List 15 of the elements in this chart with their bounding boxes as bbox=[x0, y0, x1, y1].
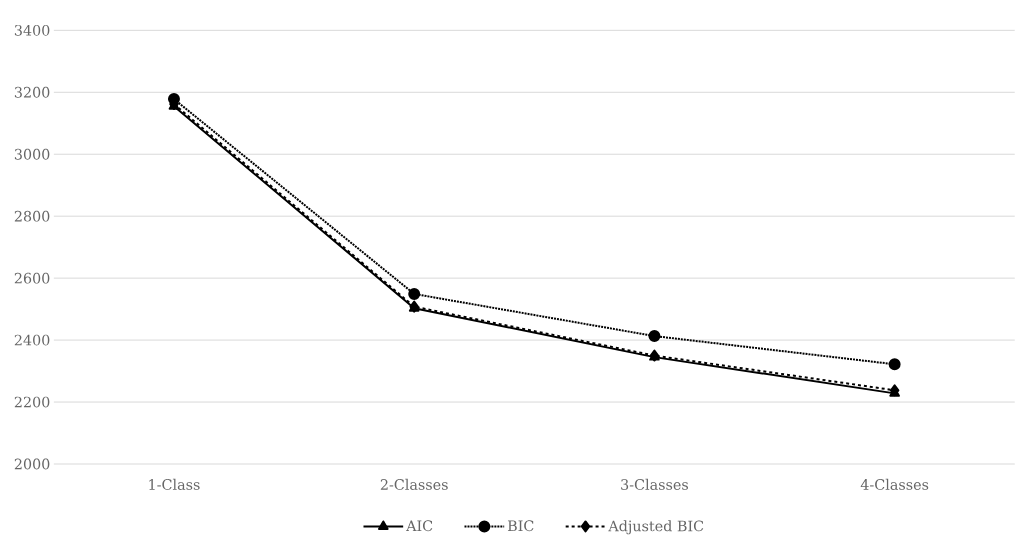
y-tick-label: 2200 bbox=[14, 396, 50, 408]
legend-label: Adjusted BIC bbox=[608, 520, 704, 535]
y-tick-label: 2800 bbox=[14, 210, 50, 222]
legend-label: AIC bbox=[406, 520, 433, 532]
x-tick-label: 1-Class bbox=[149, 478, 200, 491]
y-tick-label: 2400 bbox=[14, 334, 50, 346]
x-tick-label: 3-Classes bbox=[621, 478, 688, 491]
y-tick-label: 2600 bbox=[14, 272, 50, 284]
y-tick-label: 3200 bbox=[14, 86, 50, 98]
y-tick-label: 3400 bbox=[14, 24, 50, 36]
y-tick-label: 2000 bbox=[14, 458, 50, 470]
x-tick-label: 2-Classes bbox=[380, 478, 448, 491]
x-tick-label: 4-Classes bbox=[860, 478, 929, 491]
y-tick-label: 3000 bbox=[14, 148, 50, 160]
legend-label: BIC bbox=[507, 520, 534, 532]
